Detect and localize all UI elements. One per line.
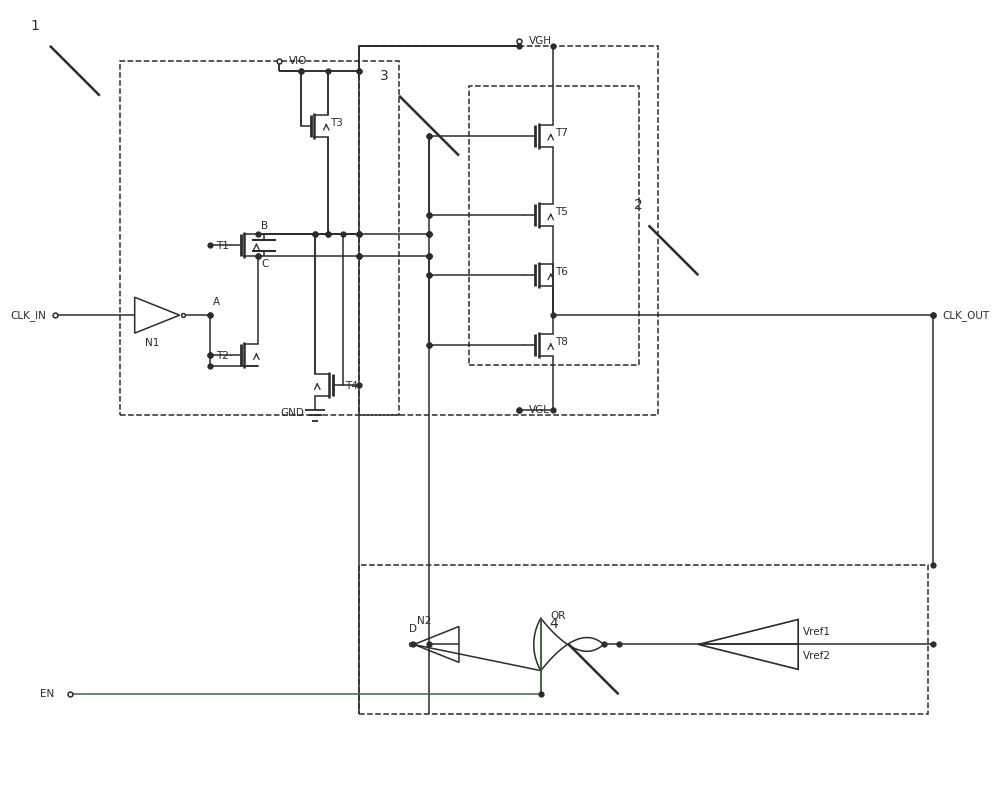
Bar [120,60,399,415]
Text: T6: T6 [555,267,568,277]
Text: T3: T3 [330,118,343,128]
Bar [469,86,639,365]
Text: D: D [409,624,417,634]
Text: N1: N1 [145,338,159,348]
Text: VGL: VGL [529,405,550,415]
Text: VIO: VIO [289,56,308,66]
Text: T5: T5 [555,207,568,217]
Text: B: B [261,221,269,232]
Text: N2: N2 [417,616,431,626]
Text: T7: T7 [555,128,568,137]
Text: 3: 3 [380,69,388,82]
Text: CLK_IN: CLK_IN [10,310,46,320]
Text: A: A [213,298,220,307]
Text: GND: GND [280,408,304,418]
Text: 1: 1 [30,19,39,33]
Text: T8: T8 [555,337,568,347]
Text: T1: T1 [216,241,229,251]
Bar [359,46,658,415]
Text: Vref1: Vref1 [803,627,831,637]
Text: 2: 2 [634,199,643,213]
Text: Vref2: Vref2 [803,652,831,662]
Text: T2: T2 [216,351,229,361]
Bar [359,564,928,714]
Text: EN: EN [40,689,54,699]
Text: OR: OR [551,612,566,622]
Text: CLK_OUT: CLK_OUT [943,310,990,320]
Text: VGH: VGH [529,36,552,46]
Text: T4: T4 [345,381,358,391]
Text: 4: 4 [549,618,558,631]
Text: C: C [261,259,269,269]
